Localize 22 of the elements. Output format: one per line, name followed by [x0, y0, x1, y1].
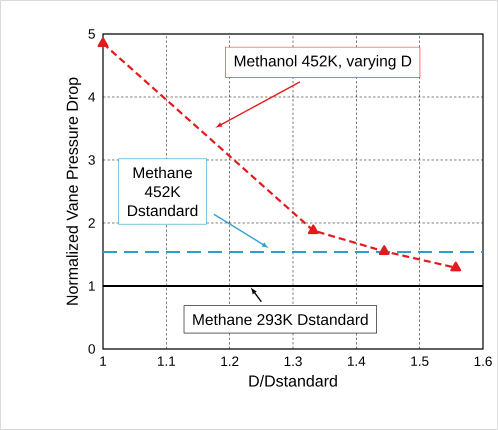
x-tick-label: 1.1: [158, 356, 176, 366]
text: Methanol 452K, varying D: [234, 55, 412, 70]
y-tick-label: 5: [88, 29, 95, 39]
y-tick-label: 3: [88, 155, 95, 165]
x-tick-label: 1.3: [284, 356, 302, 366]
x-axis-title: D/Dstandard: [249, 374, 337, 387]
point: [450, 262, 462, 272]
y-axis-title: Normalized Vane Pressure Drop: [66, 78, 82, 305]
y-tick-label: 2: [88, 218, 95, 228]
x-tick-label: 1.6: [474, 356, 492, 366]
y-tick-label: 0: [88, 344, 95, 354]
y-tick-label: 4: [88, 92, 96, 102]
ref-line-label: Methane 452K Dstandard: [128, 166, 198, 216]
x-tick-label: 1: [100, 356, 106, 366]
y-tick-label: 1: [89, 281, 95, 291]
point: [308, 224, 319, 234]
legend-label: Methane 293K Dstandard: [193, 314, 368, 326]
x-tick-label: 1.2: [221, 356, 238, 366]
point: [98, 37, 108, 48]
point: [378, 245, 390, 255]
x-tick-label: 1.4: [348, 356, 366, 366]
x-tick-label: 1.5: [411, 356, 428, 366]
